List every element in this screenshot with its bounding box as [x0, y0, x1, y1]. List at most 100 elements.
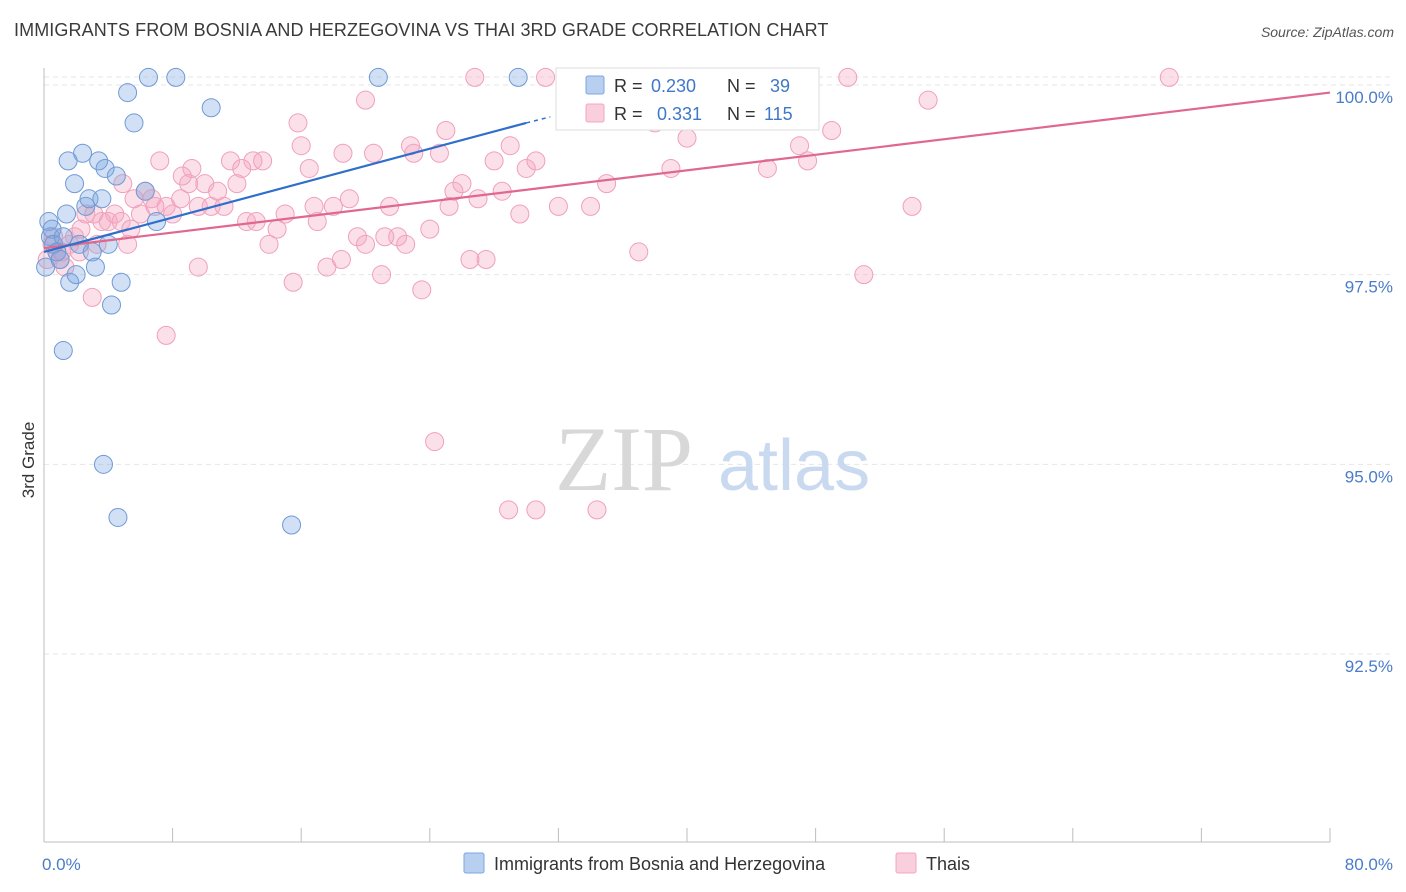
bosnia-point-35 [53, 341, 73, 361]
thai-point-89 [356, 90, 375, 110]
thai-point-86 [902, 196, 922, 216]
thai-point-60 [460, 249, 480, 269]
legend-n-value-2: 115 [764, 104, 793, 124]
thai-point-72 [581, 196, 601, 216]
thai-point-108 [156, 325, 176, 345]
thai-point-88 [1159, 67, 1179, 87]
thai-point-101 [113, 174, 133, 194]
legend-r-value-2: 0.331 [657, 104, 702, 124]
thai-point-83 [822, 121, 842, 141]
thai-point-40 [299, 158, 319, 178]
legend-r-label-2: R = [614, 104, 643, 124]
legend-r-value-1: 0.230 [651, 76, 696, 96]
bosnia-point-3 [42, 219, 62, 239]
thai-point-54 [412, 280, 432, 300]
bosnia-point-34 [508, 67, 528, 87]
bosnia-point-14 [73, 143, 93, 163]
bottom-legend-swatch-blue [463, 852, 485, 874]
thai-point-33 [243, 151, 263, 171]
bosnia-point-1 [39, 212, 59, 232]
thai-point-97 [84, 204, 104, 224]
thai-point-90 [333, 143, 353, 163]
thai-point-110 [425, 432, 445, 452]
thai-point-106 [375, 227, 395, 247]
bosnia-point-37 [108, 507, 128, 527]
thai-point-48 [364, 143, 384, 163]
bosnia-point-24 [106, 166, 126, 186]
bosnia-point-10 [60, 272, 80, 292]
x-tick-labels: 0.0% 80.0% [42, 855, 1393, 874]
legend-r-label-1: R = [614, 76, 643, 96]
watermark: ZIP atlas [555, 408, 870, 510]
legend-n-label-2: N = [727, 104, 756, 124]
thai-point-52 [396, 234, 416, 254]
y-tick-labels: 92.5% 95.0% 97.5% 100.0% [1335, 88, 1393, 676]
thai-point-39 [291, 136, 311, 156]
x-tick-label-0: 0.0% [42, 855, 81, 874]
thai-point-57 [436, 121, 456, 141]
thai-point-56 [429, 143, 449, 163]
bosnia-point-26 [118, 83, 138, 103]
bosnia-point-21 [95, 158, 115, 178]
thai-point-20 [150, 151, 170, 171]
watermark-atlas: atlas [718, 426, 870, 506]
thai-point-49 [372, 265, 392, 285]
legend-n-label-1: N = [727, 76, 756, 96]
thai-point-80 [757, 158, 777, 178]
x-tick-label-1: 80.0% [1345, 855, 1393, 874]
thai-point-73 [597, 174, 617, 194]
thai-point-46 [347, 227, 367, 247]
y-tick-label-3: 100.0% [1335, 88, 1393, 107]
thai-point-15 [118, 234, 138, 254]
bottom-legend-label-pink: Thais [926, 854, 970, 874]
bosnia-point-19 [89, 151, 109, 171]
bosnia-trend-extension [526, 116, 551, 124]
legend-n-value-1: 39 [770, 76, 790, 96]
bosnia-point-12 [66, 265, 86, 285]
thai-point-85 [854, 265, 874, 285]
bottom-legend-label-blue: Immigrants from Bosnia and Herzegovina [494, 854, 826, 874]
bosnia-point-23 [102, 295, 122, 315]
thai-point-30 [220, 151, 240, 171]
thai-point-107 [439, 196, 459, 216]
legend-swatch-blue [585, 75, 605, 95]
thai-point-113 [587, 500, 607, 520]
thai-point-55 [420, 219, 440, 239]
thai-point-66 [510, 204, 530, 224]
thai-point-84 [838, 67, 858, 87]
thai-point-95 [232, 158, 252, 178]
bosnia-point-38 [282, 515, 302, 535]
thai-point-70 [548, 196, 568, 216]
thai-point-47 [356, 234, 375, 254]
thai-point-38 [283, 272, 303, 292]
thai-point-109 [188, 257, 208, 277]
thai-point-94 [182, 158, 202, 178]
thai-point-24 [179, 174, 199, 194]
thai-point-45 [339, 189, 359, 209]
legend-box: R = 0.230 N = 39 R = 0.331 N = 115 [555, 67, 820, 131]
bosnia-point-32 [201, 98, 221, 118]
thai-point-9 [82, 287, 102, 307]
thai-point-13 [105, 204, 125, 224]
bosnia-point-22 [98, 234, 118, 254]
thai-point-81 [790, 136, 810, 156]
bosnia-point-7 [53, 227, 73, 247]
thai-point-61 [468, 189, 488, 209]
thai-point-44 [331, 249, 351, 269]
bosnia-point-28 [135, 181, 155, 201]
thai-point-65 [500, 136, 520, 156]
thai-point-34 [253, 151, 273, 171]
bosnia-point-29 [138, 67, 158, 87]
thai-point-111 [499, 500, 519, 520]
thai-point-35 [259, 234, 279, 254]
thai-point-43 [323, 196, 343, 216]
thai-point-62 [476, 249, 496, 269]
thai-point-112 [526, 500, 546, 520]
axes [43, 68, 1331, 843]
thai-point-77 [661, 158, 681, 178]
thai-point-69 [536, 67, 556, 87]
bosnia-trend-line [43, 121, 527, 253]
legend-swatch-pink [585, 103, 605, 123]
chart-title: IMMIGRANTS FROM BOSNIA AND HERZEGOVINA V… [14, 20, 829, 40]
